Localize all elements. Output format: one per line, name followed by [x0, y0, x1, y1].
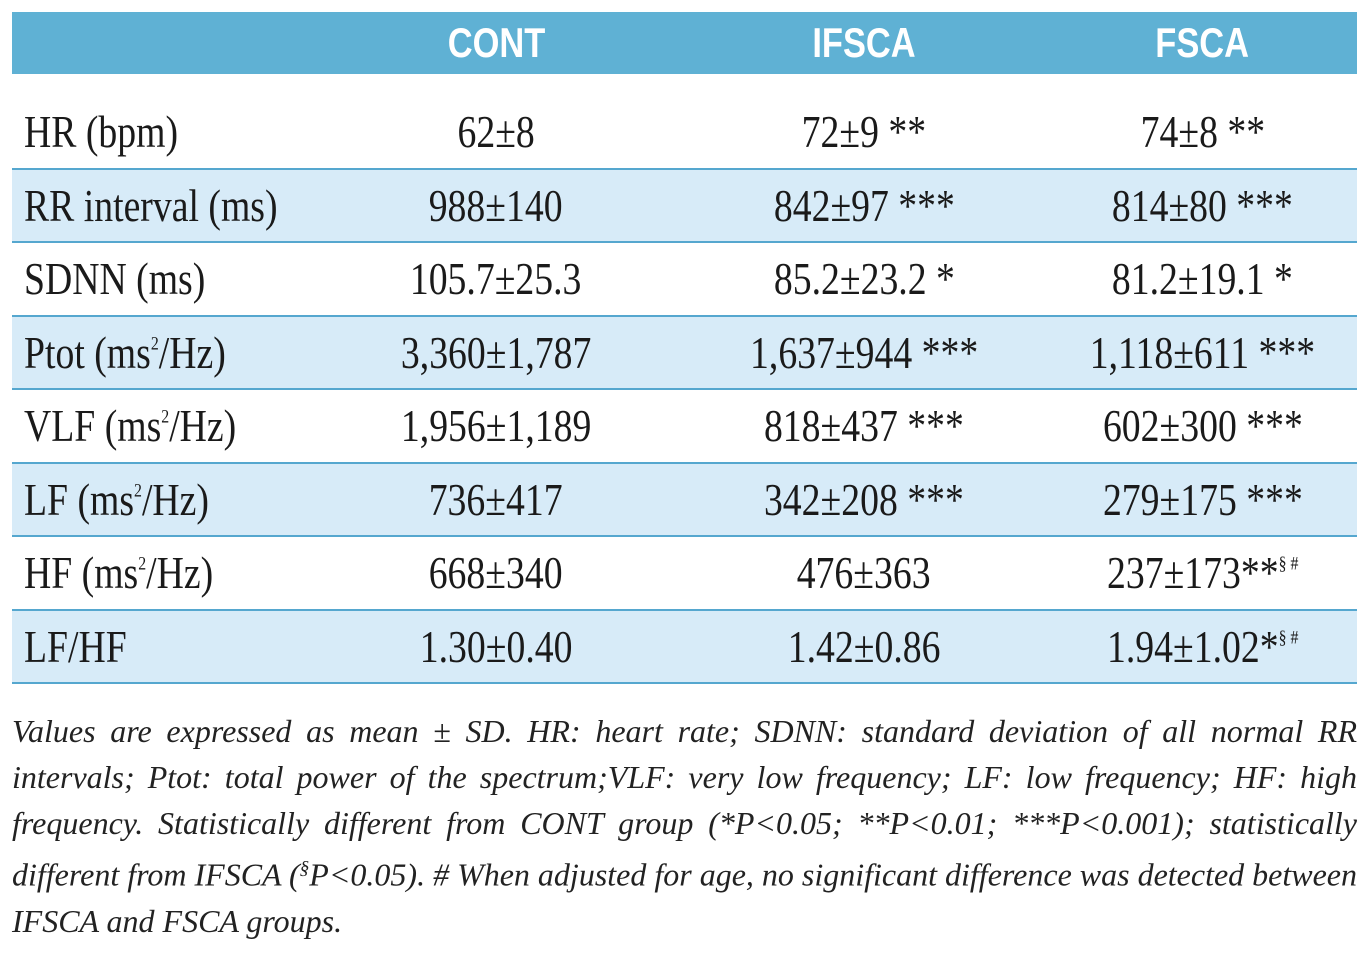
footnote-part2: P<0.05). # When adjusted for age, no sig… — [12, 856, 1357, 939]
row-label-superscript: 2 — [161, 406, 170, 428]
fsca-value-main: 237±173** — [1106, 547, 1279, 599]
row-label-tail: /Hz) — [146, 547, 214, 599]
footnote-part1: Values are expressed as mean ± SD. HR: h… — [12, 713, 1357, 893]
table-header: CONT IFSCA FSCA — [12, 12, 1357, 74]
ifsca-value: 1.42±0.86 — [787, 620, 941, 672]
header-cont: CONT — [447, 19, 545, 66]
cont-value: 736±417 — [429, 473, 563, 525]
row-label-tail: /Hz) — [141, 473, 209, 525]
row-label-tail: /Hz) — [158, 326, 226, 378]
fsca-value: 814±80 *** — [1111, 179, 1294, 231]
cont-value: 668±340 — [429, 547, 563, 599]
table-row: LF/HF 1.30±0.40 1.42±0.86 1.94±1.02*§ # — [12, 610, 1357, 684]
footnote-section-mark: § — [299, 858, 310, 879]
ifsca-value: 476±363 — [797, 547, 931, 599]
table-row: VLF (ms2/Hz) 1,956±1,189 818±437 *** 602… — [12, 390, 1357, 464]
cont-value: 3,360±1,787 — [400, 326, 592, 378]
table-row: HR (bpm) 62±8 72±9 ** 74±8 ** — [12, 96, 1357, 170]
row-label-superscript: 2 — [134, 480, 142, 502]
cont-value: 1.30±0.40 — [419, 620, 573, 672]
table-footnote: Values are expressed as mean ± SD. HR: h… — [12, 708, 1357, 944]
row-label-tail: /Hz) — [169, 400, 237, 452]
cont-value: 105.7±25.3 — [410, 253, 582, 305]
table-row: SDNN (ms) 105.7±25.3 85.2±23.2 * 81.2±19… — [12, 243, 1357, 317]
fsca-value: 279±175 *** — [1102, 473, 1303, 525]
row-label: LF/HF — [24, 620, 127, 672]
ifsca-value: 1,637±944 *** — [749, 326, 979, 378]
row-label: HR (bpm) — [24, 106, 179, 158]
table-row: LF (ms2/Hz) 736±417 342±208 *** 279±175 … — [12, 463, 1357, 537]
ifsca-value: 818±437 *** — [764, 400, 964, 452]
row-label-main: LF (ms — [24, 473, 135, 525]
fsca-value: 74±8 ** — [1140, 106, 1265, 158]
row-label: SDNN (ms) — [24, 253, 206, 305]
table-row: RR interval (ms) 988±140 842±97 *** 814±… — [12, 169, 1357, 243]
row-label-superscript: 2 — [138, 553, 147, 575]
fsca-value-marks: § # — [1278, 627, 1299, 649]
fsca-value-main: 1.94±1.02* — [1106, 620, 1279, 672]
header-ifsca: IFSCA — [812, 19, 916, 66]
row-label: LF (ms2/Hz) — [24, 473, 209, 526]
fsca-value: 237±173**§ # — [1107, 546, 1298, 599]
row-label: Ptot (ms2/Hz) — [24, 326, 226, 379]
cont-value: 1,956±1,189 — [400, 400, 592, 452]
fsca-value: 1.94±1.02*§ # — [1107, 620, 1298, 673]
fsca-value: 81.2±19.1 * — [1111, 253, 1294, 305]
ifsca-value: 342±208 *** — [764, 473, 964, 525]
header-fsca: FSCA — [1155, 19, 1250, 66]
row-label-main: VLF (ms — [24, 400, 162, 452]
row-label: HF (ms2/Hz) — [24, 546, 213, 599]
table-row: Ptot (ms2/Hz) 3,360±1,787 1,637±944 *** … — [12, 316, 1357, 390]
row-label-superscript: 2 — [150, 333, 159, 355]
fsca-value: 1,118±611 *** — [1089, 326, 1316, 378]
table-row: HF (ms2/Hz) 668±340 476±363 237±173**§ # — [12, 537, 1357, 611]
cont-value: 988±140 — [429, 179, 563, 231]
data-table: CONT IFSCA FSCA HR (bpm) 62±8 72±9 ** 74… — [12, 12, 1357, 684]
ifsca-value: 72±9 ** — [801, 106, 927, 158]
row-label-main: HF (ms — [24, 547, 139, 599]
row-label: RR interval (ms) — [24, 179, 278, 231]
row-label: VLF (ms2/Hz) — [24, 399, 236, 452]
ifsca-value: 85.2±23.2 * — [773, 253, 955, 305]
row-label-main: Ptot (ms — [24, 326, 151, 378]
fsca-value: 602±300 *** — [1102, 400, 1303, 452]
cont-value: 62±8 — [457, 106, 535, 158]
fsca-value-marks: § # — [1278, 553, 1299, 575]
ifsca-value: 842±97 *** — [773, 179, 955, 231]
